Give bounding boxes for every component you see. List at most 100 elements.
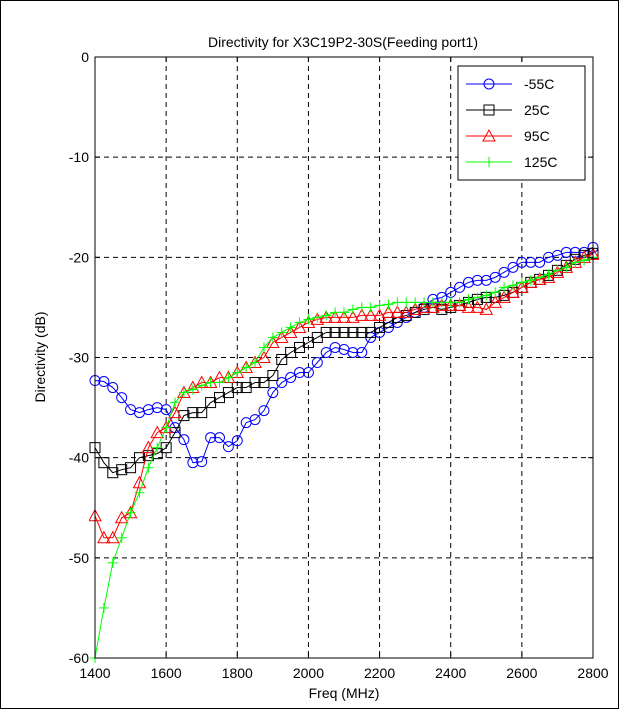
data-point bbox=[98, 602, 109, 613]
x-tick-label: 2400 bbox=[435, 665, 466, 681]
data-point bbox=[463, 276, 474, 288]
data-point bbox=[151, 402, 163, 414]
data-point bbox=[338, 326, 350, 338]
data-point bbox=[178, 434, 190, 446]
data-point bbox=[98, 376, 110, 388]
data-point bbox=[250, 357, 261, 368]
data-point bbox=[392, 297, 403, 308]
data-point bbox=[381, 305, 396, 318]
legend-marker bbox=[483, 104, 495, 116]
data-point bbox=[461, 300, 476, 313]
data-point bbox=[258, 405, 270, 417]
data-point bbox=[356, 326, 368, 338]
data-point bbox=[516, 256, 528, 268]
legend-item: 25C bbox=[466, 102, 550, 118]
data-point bbox=[142, 404, 154, 416]
data-point bbox=[302, 367, 314, 379]
data-point bbox=[330, 307, 341, 318]
data-point bbox=[579, 255, 590, 266]
data-point bbox=[107, 382, 119, 394]
series-layer bbox=[89, 241, 599, 663]
data-point bbox=[472, 292, 483, 303]
data-point bbox=[445, 297, 456, 308]
data-point bbox=[498, 266, 510, 278]
data-point bbox=[525, 275, 536, 286]
data-point bbox=[97, 530, 111, 544]
data-point bbox=[507, 261, 519, 273]
data-point bbox=[346, 310, 360, 323]
x-tick-label: 1800 bbox=[222, 665, 253, 681]
data-point bbox=[489, 271, 501, 283]
data-point bbox=[294, 367, 306, 379]
data-point bbox=[471, 274, 483, 286]
data-point bbox=[329, 326, 341, 338]
data-point bbox=[205, 432, 217, 444]
data-point bbox=[534, 256, 546, 268]
data-point bbox=[249, 377, 261, 389]
data-point bbox=[196, 407, 208, 419]
data-point bbox=[258, 377, 270, 389]
data-point bbox=[107, 467, 119, 479]
data-point bbox=[374, 300, 385, 311]
legend-label: -55C bbox=[524, 76, 554, 92]
y-tick-label: -60 bbox=[69, 650, 89, 666]
data-point bbox=[222, 441, 234, 453]
data-point bbox=[231, 435, 243, 447]
legend-label: 125C bbox=[524, 154, 557, 170]
data-point bbox=[187, 384, 198, 395]
data-point bbox=[390, 305, 405, 318]
data-point bbox=[543, 269, 554, 280]
data-point bbox=[463, 294, 474, 305]
data-point bbox=[178, 410, 190, 422]
legend-marker bbox=[482, 128, 496, 142]
data-point bbox=[303, 314, 314, 325]
data-point bbox=[354, 308, 369, 321]
y-tick-label: -30 bbox=[69, 350, 89, 366]
data-point bbox=[516, 277, 527, 288]
data-point bbox=[443, 298, 458, 311]
data-point bbox=[187, 457, 199, 469]
x-tick-label: 2000 bbox=[293, 665, 324, 681]
data-point bbox=[241, 362, 252, 373]
data-point bbox=[479, 302, 494, 315]
data-point bbox=[310, 312, 325, 325]
data-point bbox=[178, 387, 189, 398]
data-point bbox=[152, 442, 163, 453]
series-95C bbox=[89, 247, 599, 544]
legend-item: -55C bbox=[466, 76, 554, 92]
x-tick-label: 2800 bbox=[577, 665, 608, 681]
data-point bbox=[499, 282, 510, 293]
data-point bbox=[276, 377, 288, 389]
data-point bbox=[116, 532, 127, 543]
data-point bbox=[347, 346, 359, 358]
data-point bbox=[134, 487, 145, 498]
data-point bbox=[427, 297, 438, 308]
data-point bbox=[285, 322, 296, 333]
data-point bbox=[321, 310, 332, 321]
data-point bbox=[214, 432, 225, 444]
data-point bbox=[454, 297, 465, 308]
data-point bbox=[116, 392, 128, 404]
data-point bbox=[470, 300, 485, 313]
data-point bbox=[490, 287, 501, 298]
data-point bbox=[419, 297, 430, 308]
y-axis-label: Directivity (dB) bbox=[32, 311, 48, 402]
data-point bbox=[525, 256, 537, 268]
data-point bbox=[276, 354, 288, 366]
data-point bbox=[141, 440, 156, 454]
x-tick-label: 1600 bbox=[151, 665, 182, 681]
data-point bbox=[543, 251, 555, 263]
data-point bbox=[116, 464, 128, 476]
data-point bbox=[257, 350, 271, 363]
data-point bbox=[267, 332, 278, 343]
data-point bbox=[132, 475, 147, 489]
data-point bbox=[258, 342, 269, 353]
data-point bbox=[105, 530, 120, 544]
legend-box bbox=[457, 65, 586, 181]
data-point bbox=[507, 280, 518, 291]
data-point bbox=[232, 367, 243, 378]
series-line bbox=[94, 252, 594, 474]
data-point bbox=[417, 300, 431, 313]
legend-marker bbox=[484, 157, 494, 167]
